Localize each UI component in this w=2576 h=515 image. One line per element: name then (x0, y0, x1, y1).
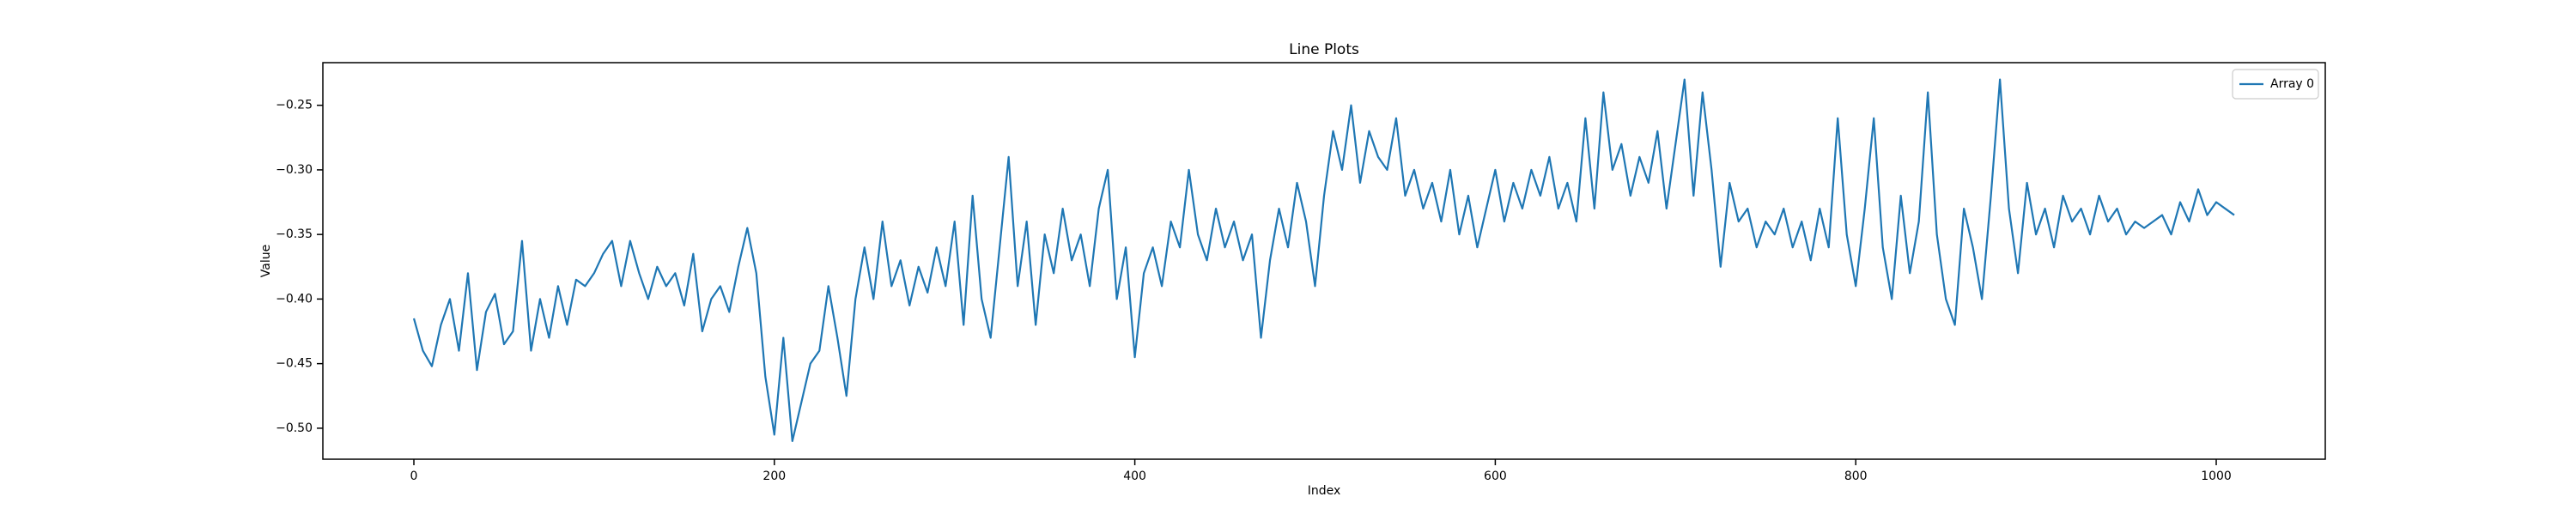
x-tick-label: 0 (410, 470, 418, 483)
x-tick-label: 200 (762, 470, 786, 483)
plot-frame (322, 62, 2326, 460)
x-tick-label: 1000 (2201, 470, 2232, 483)
y-tick-label: −0.25 (276, 99, 313, 112)
legend-label: Array 0 (2270, 77, 2314, 91)
y-tick-label: −0.45 (276, 357, 313, 371)
y-tick-label: −0.30 (276, 163, 313, 177)
chart-title: Line Plots (1289, 41, 1359, 58)
legend-box (2232, 69, 2319, 100)
y-axis-label: Value (259, 245, 273, 277)
x-axis-label: Index (1308, 484, 1341, 498)
y-tick-label: −0.40 (276, 292, 313, 306)
x-tick-label: 600 (1484, 470, 1507, 483)
data-line (412, 78, 2235, 443)
x-tick-label: 800 (1844, 470, 1868, 483)
y-tick-label: −0.35 (276, 227, 313, 241)
x-tick-label: 400 (1123, 470, 1146, 483)
y-tick-label: −0.50 (276, 421, 313, 435)
